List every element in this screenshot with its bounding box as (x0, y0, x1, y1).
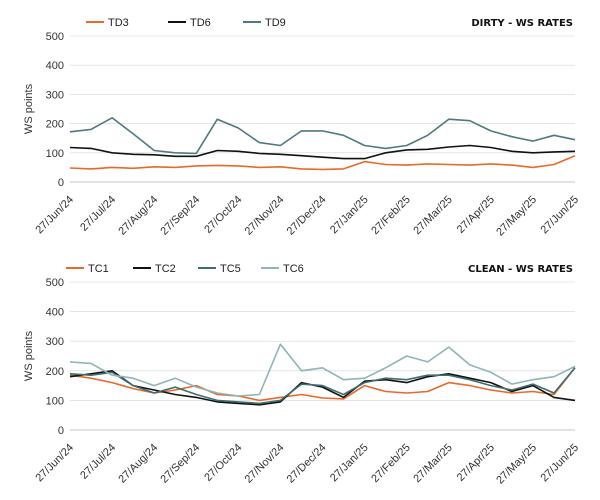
x-tick-label: 27/Oct/24 (202, 442, 244, 484)
chart-title: DIRTY - WS RATES (471, 18, 573, 29)
x-tick-label: 27/Dec/24 (285, 442, 329, 486)
series-line-td6 (69, 144, 576, 160)
legend-label-td3: TD3 (108, 17, 129, 29)
series-line-td3 (69, 154, 576, 171)
y-tick-label: 400 (46, 60, 64, 72)
chart-panel-2: 0 100 200 300 400 500 WS points 27/Jun/24 27/Jul… (23, 263, 581, 486)
x-tick-label: 27/May/25 (494, 442, 539, 487)
x-tick-label: 27/Jan/25 (328, 442, 371, 485)
x-tick-label: 27/Aug/24 (116, 442, 160, 486)
y-tick-label: 200 (46, 366, 64, 378)
x-tick-label: 27/Apr/25 (455, 194, 497, 236)
x-tick-label: 27/Dec/24 (285, 194, 329, 238)
x-tick-label: 27/Sep/24 (158, 194, 202, 238)
series-line-tc6 (69, 343, 576, 397)
y-tick-label: 100 (46, 148, 64, 160)
y-axis-title: WS points (23, 83, 35, 134)
legend-label-td9: TD9 (265, 17, 286, 29)
legend-label-td6: TD6 (190, 17, 211, 29)
x-tick-label: 27/May/25 (494, 194, 539, 239)
chart-title: CLEAN - WS RATES (468, 264, 573, 275)
x-tick-label: 27/Mar/25 (411, 194, 455, 238)
x-tick-label: 27/Jun/25 (538, 194, 581, 237)
legend-label-tc5: TC5 (220, 263, 241, 275)
x-tick-label: 27/Oct/24 (202, 194, 244, 236)
legend-label-tc1: TC1 (88, 263, 109, 275)
series-line-tc1 (69, 367, 576, 402)
x-tick-label: 27/Nov/24 (243, 194, 287, 238)
series-line-tc2 (69, 369, 576, 406)
x-tick-label: 27/Feb/25 (369, 194, 413, 238)
x-tick-label: 27/Nov/24 (243, 442, 287, 486)
x-tick-label: 27/Jul/24 (78, 194, 118, 234)
x-tick-label: 27/Mar/25 (411, 442, 455, 486)
legend-label-tc6: TC6 (283, 263, 304, 275)
x-tick-label: 27/Aug/24 (116, 194, 160, 238)
chart-panel-1: 0 100 200 300 400 500 WS points 27/Jun/24 27/Jul… (23, 17, 581, 238)
x-tick-label: 27/Jan/25 (328, 194, 371, 237)
y-tick-label: 0 (58, 425, 64, 437)
series-line-tc5 (69, 367, 576, 405)
y-tick-label: 300 (46, 336, 64, 348)
y-tick-label: 0 (58, 177, 64, 189)
legend-label-tc2: TC2 (155, 263, 176, 275)
y-axis-title: WS points (23, 330, 35, 381)
y-tick-label: 300 (46, 89, 64, 101)
series-line-td9 (69, 117, 576, 155)
x-tick-label: 27/Apr/25 (455, 442, 497, 484)
x-tick-label: 27/Jun/24 (33, 194, 76, 237)
y-tick-label: 400 (46, 307, 64, 319)
x-tick-label: 27/Sep/24 (158, 442, 202, 486)
x-tick-label: 27/Jun/24 (33, 442, 76, 485)
y-tick-label: 500 (46, 31, 64, 43)
x-tick-label: 27/Jun/25 (538, 442, 581, 485)
y-tick-label: 100 (46, 395, 64, 407)
x-tick-label: 27/Jul/24 (78, 442, 118, 482)
x-tick-label: 27/Feb/25 (369, 442, 413, 486)
y-tick-label: 500 (46, 277, 64, 289)
y-tick-label: 200 (46, 119, 64, 131)
